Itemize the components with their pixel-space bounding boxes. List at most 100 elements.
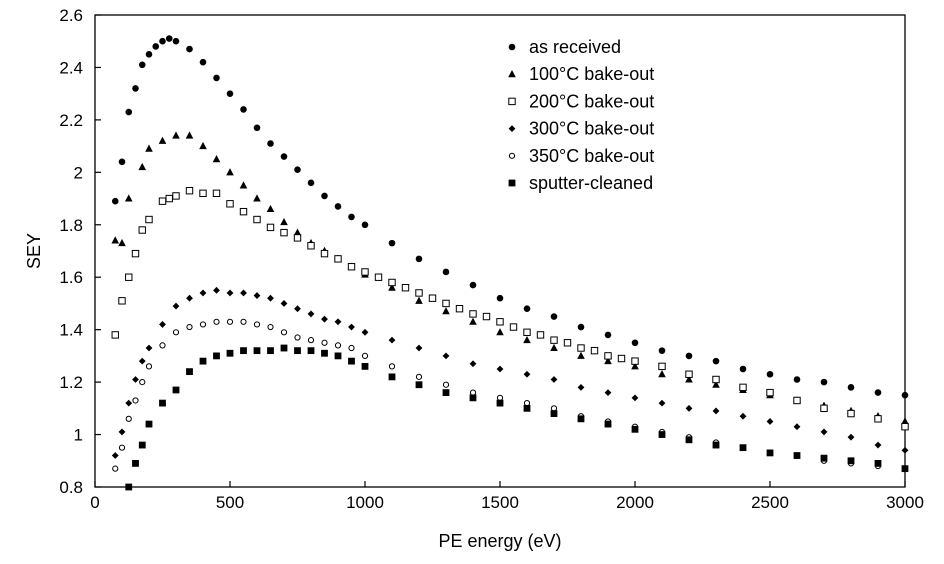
data-point xyxy=(348,213,355,221)
data-point xyxy=(388,363,396,370)
data-point xyxy=(509,323,518,331)
data-point xyxy=(159,399,166,407)
data-point xyxy=(321,339,328,346)
data-point xyxy=(294,334,301,341)
data-point xyxy=(820,378,828,386)
data-point xyxy=(172,302,180,310)
data-point xyxy=(334,318,342,326)
data-point xyxy=(159,342,166,349)
x-tick-label: 3000 xyxy=(886,493,924,512)
data-point xyxy=(685,404,693,412)
series-2 xyxy=(111,186,909,431)
data-point xyxy=(496,294,504,302)
data-point xyxy=(739,365,747,373)
data-point xyxy=(321,315,328,323)
data-point xyxy=(172,37,180,45)
data-point xyxy=(604,356,612,365)
data-point xyxy=(307,337,315,344)
data-point xyxy=(550,405,558,412)
data-point xyxy=(550,336,558,344)
x-tick-label: 2500 xyxy=(751,493,789,512)
data-point xyxy=(111,197,119,205)
legend: as received 100°C bake-out 200°C bake-out 3… xyxy=(508,37,654,193)
data-point xyxy=(145,144,153,152)
y-tick-label: 2.6 xyxy=(59,6,83,25)
series-5 xyxy=(125,344,909,491)
data-point xyxy=(523,399,531,407)
data-point xyxy=(212,189,221,198)
data-point xyxy=(131,249,140,258)
data-point xyxy=(590,346,599,355)
data-point xyxy=(401,284,410,292)
data-point xyxy=(294,166,301,174)
data-point xyxy=(321,349,328,357)
y-tick-label: 1.4 xyxy=(59,321,83,340)
data-point xyxy=(213,352,220,360)
data-point xyxy=(186,323,193,331)
x-tick-label: 1500 xyxy=(481,493,519,512)
data-point xyxy=(577,415,585,423)
data-point xyxy=(294,347,301,355)
data-point xyxy=(536,331,545,339)
data-point xyxy=(469,389,477,396)
data-point xyxy=(604,420,612,428)
data-point xyxy=(361,352,369,359)
x-tick-label: 2000 xyxy=(616,493,654,512)
legend-label: 300°C bake-out xyxy=(529,119,654,139)
data-point xyxy=(374,273,383,281)
data-point xyxy=(138,162,147,171)
legend-label: sputter-cleaned xyxy=(529,173,653,193)
data-point xyxy=(280,153,288,160)
data-point xyxy=(766,388,774,397)
data-point xyxy=(307,179,315,187)
data-point xyxy=(712,380,720,388)
data-point xyxy=(874,415,882,423)
data-point xyxy=(442,381,450,388)
data-point xyxy=(766,370,774,378)
data-point xyxy=(442,268,450,276)
data-point xyxy=(361,221,369,229)
data-point xyxy=(132,397,139,404)
data-point xyxy=(125,108,133,116)
data-point xyxy=(159,37,166,45)
data-point xyxy=(280,329,288,336)
data-point xyxy=(685,370,693,378)
data-point xyxy=(118,297,126,305)
data-point xyxy=(874,441,882,449)
legend-marker xyxy=(508,97,516,106)
data-point xyxy=(172,329,180,336)
data-point xyxy=(138,61,146,69)
data-point xyxy=(165,194,173,203)
data-point xyxy=(712,407,720,415)
data-point xyxy=(253,321,261,328)
data-point xyxy=(550,343,558,352)
data-point xyxy=(577,351,585,359)
data-point xyxy=(199,141,207,150)
data-point xyxy=(847,384,855,391)
data-point xyxy=(280,228,288,237)
data-point xyxy=(266,223,275,232)
data-point xyxy=(145,215,153,224)
data-point xyxy=(469,394,477,402)
data-point xyxy=(442,307,450,315)
y-axis-label: SEY xyxy=(24,233,44,269)
data-point xyxy=(388,373,396,381)
data-point xyxy=(266,204,275,213)
data-point xyxy=(145,420,153,428)
y-tick-label: 2.2 xyxy=(59,111,83,130)
data-point xyxy=(240,106,247,113)
data-point xyxy=(348,357,355,365)
x-axis-label: PE energy (eV) xyxy=(438,531,561,551)
data-point xyxy=(361,268,369,276)
data-point xyxy=(415,381,423,389)
data-point xyxy=(226,289,234,297)
data-point xyxy=(388,239,396,247)
data-point xyxy=(294,305,301,313)
data-point xyxy=(138,441,146,449)
data-point xyxy=(388,278,396,287)
y-tick-label: 1.6 xyxy=(59,268,83,287)
data-point xyxy=(125,483,133,491)
data-point xyxy=(172,386,180,394)
data-point xyxy=(334,255,342,263)
data-point xyxy=(111,236,120,244)
